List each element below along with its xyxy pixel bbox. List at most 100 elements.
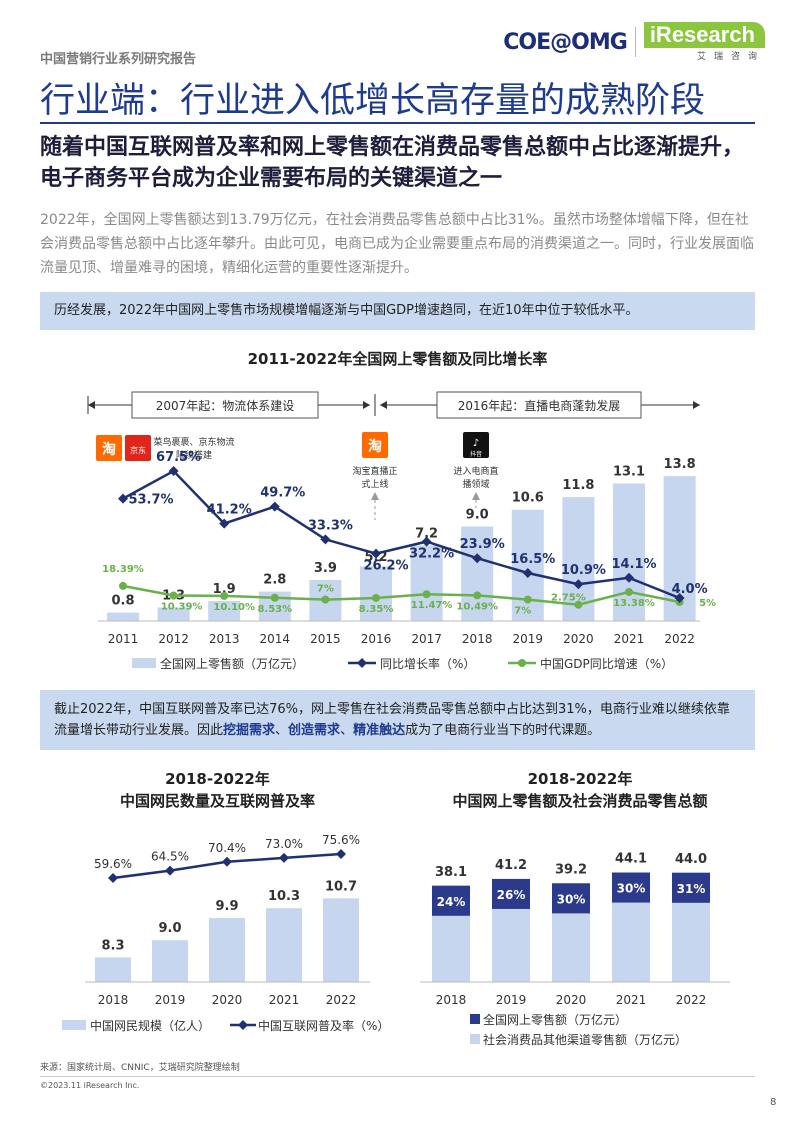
chart1-gdp-point-2016 <box>372 593 380 602</box>
chart1-gdp-point-2015 <box>321 595 330 604</box>
chart2-bar-2019 <box>152 940 188 982</box>
logistics-note-line1: 菜鸟裹裹、京东物流 <box>153 436 234 448</box>
chart1-growth-label-2016: 26.2% <box>363 559 408 574</box>
report-series-label: 中国营销行业系列研究报告 <box>40 52 197 67</box>
period1-arrow-right <box>363 401 370 409</box>
box2-sep-2: 、 <box>340 723 354 738</box>
chart1-bar-2013 <box>208 601 241 621</box>
chart2-svg: 8.3 9.0 9.9 10.3 10.7 59.6% 64.5% 70.4% 73.0% 75… <box>62 833 389 1033</box>
chart1-x-label-2015: 2015 <box>310 632 341 646</box>
chart2-bar-2021 <box>266 908 302 982</box>
chart1-bar-2016 <box>360 566 392 621</box>
chart2-legend: 中国网民规模（亿人） 中国互联网普及率（%） <box>62 1018 389 1033</box>
chart2-x-labels: 2018 2019 2020 2021 2022 <box>98 993 357 1007</box>
chart1-growth-label-2011: 53.7% <box>128 493 173 508</box>
box2-sep-1: 、 <box>275 723 289 738</box>
coe-omg-logo: COE@OMG <box>503 29 628 55</box>
period1-label: 2007年起：物流体系建设 <box>156 399 295 413</box>
legend3-other-swatch <box>470 1034 480 1044</box>
chart1-gdp-label-2013: 10.10% <box>213 602 255 613</box>
legend2-line-marker <box>238 1020 248 1030</box>
taobao-icon <box>96 435 122 461</box>
summary-box-1: 历经发展，2022年中国网上零售市场规模增幅逐渐与中国GDP增速趋同，在近10年… <box>40 292 755 330</box>
chart1-bar-2012 <box>157 607 190 621</box>
chart1-growth-label-2012: 67.5% <box>156 450 201 465</box>
chart1-growth-point-2022 <box>674 593 685 603</box>
chart1-bar-2018 <box>461 526 494 621</box>
legend2-bar-label: 中国网民规模（亿人） <box>90 1018 210 1033</box>
chart2-bar-label-2019: 9.0 <box>158 921 181 936</box>
chart2-line-label-2021: 73.0% <box>265 837 303 851</box>
intro-paragraph: 2022年，全国网上零售额达到13.79万亿元，在社会消费品零售总额中占比31%… <box>40 212 754 276</box>
copyright-note: ©2023.11 iResearch Inc. <box>40 1081 140 1090</box>
jd-icon-text: 京东 <box>130 445 146 455</box>
legend3-online-label: 全国网上零售额（万亿元） <box>483 1012 627 1027</box>
chart3-legend: 全国网上零售额（万亿元） 社会消费品其他渠道零售额（万亿元） <box>470 1012 687 1047</box>
chart1-growth-label-2015: 33.3% <box>308 518 353 533</box>
chart1-x-label-2020: 2020 <box>563 632 594 646</box>
chart1-x-label-2012: 2012 <box>158 632 189 646</box>
chart1-growth-point-2018 <box>472 553 483 564</box>
taobao-arrow-head <box>371 492 379 500</box>
chart3-bar-other-2020 <box>552 911 590 982</box>
chart3-x-label-2022: 2022 <box>676 993 707 1007</box>
chart3-share-label-2020: 30% <box>557 892 586 906</box>
chart1-bar-2021 <box>613 483 645 621</box>
taobao-note-line1: 淘宝直播正 <box>352 465 397 477</box>
douyin-icon <box>463 432 489 458</box>
chart1-x-labels: 2011 2012 2013 2014 2015 2016 2017 2018 2019 2020… <box>108 632 695 646</box>
chart3-x-label-2021: 2021 <box>616 993 647 1007</box>
chart1-bar-label-2011: 0.8 <box>111 594 134 609</box>
chart2-line-label-2019: 64.5% <box>151 850 189 864</box>
chart3-bar-other-2019 <box>492 906 530 982</box>
chart2-line-series: 59.6% 64.5% 70.4% 73.0% 75.6% <box>94 833 360 883</box>
douyin-note-line1: 进入电商直 <box>453 465 498 477</box>
chart1-gdp-label-2011: 18.39% <box>102 564 144 575</box>
chart2-line-point-2021 <box>279 852 289 863</box>
chart1-gdp-label-2022: 5% <box>699 598 716 609</box>
chart1-gdp-point-2012 <box>169 591 178 600</box>
legend3-online-swatch <box>470 1014 480 1024</box>
legend1-bar-swatch <box>132 658 156 668</box>
summary-box-2: 截止2022年，中国互联网普及率已达76%，网上零售在社会消费品零售总额中占比达… <box>40 690 755 750</box>
legend2-bar-swatch <box>62 1020 86 1030</box>
chart1-gdp-label-2015: 7% <box>317 584 334 595</box>
chart1-bar-2017 <box>410 545 443 621</box>
chart2-bar-label-2018: 8.3 <box>101 938 124 953</box>
chart2-x-label-2019: 2019 <box>155 993 186 1007</box>
taobao-live-icon <box>362 432 388 458</box>
box2-highlight-2: 创造需求 <box>288 723 341 738</box>
chart1-growth-label-2013: 41.2% <box>207 503 252 518</box>
chart1-x-label-2016: 2016 <box>361 632 392 646</box>
chart1-x-label-2018: 2018 <box>462 632 493 646</box>
chart1-gdp-point-2011 <box>119 581 127 590</box>
chart2-line-point-2019 <box>165 865 175 876</box>
chart1-bar-label-2018: 9.0 <box>466 508 489 523</box>
chart3-total-label-2019: 41.2 <box>495 858 527 873</box>
chart1-bar-label-2021: 13.1 <box>613 464 645 479</box>
chart1-growth-label-2014: 49.7% <box>260 486 305 501</box>
taobao-note-line2: 式上线 <box>361 478 388 490</box>
chart2-x-label-2018: 2018 <box>98 993 129 1007</box>
chart2-line-point-2022 <box>336 849 346 859</box>
chart2-bar-2022 <box>323 898 359 982</box>
chart2-x-label-2020: 2020 <box>212 993 243 1007</box>
douyin-note-mark: ♪ <box>473 438 479 449</box>
chart3-bar-online-top-2018 <box>432 885 470 916</box>
chart2-title: 2018-2022年 中国网民数量及互联网普及率 <box>40 768 395 812</box>
chart1-gdp-label-2019: 7% <box>514 606 531 617</box>
chart2-line-label-2022: 75.6% <box>322 833 360 847</box>
chart1-bar-2011 <box>107 612 139 621</box>
chart1-growth-series: 53.7% 67.5% 41.2% 49.7% 33.3% 26.2%32.2% 23.9%… <box>118 450 708 603</box>
chart1-growth-point-2021 <box>624 572 634 583</box>
event-annotations: 淘 京东 菜鸟裹裹、京东物流 陆续搭建 淘 淘宝直播正 式上线 ♪ 抖音 进入电… <box>96 432 499 520</box>
chart3-total-label-2020: 39.2 <box>555 862 587 877</box>
chart1-growth-label-2017: 32.2% <box>409 547 454 562</box>
period2-arrow-left <box>380 401 387 409</box>
chart3-bars: 24% 38.1 26% 41.2 30% 39.2 30% 44.1 31% 44.0 <box>432 852 710 982</box>
chart1-gdp-label-2016: 8.35% <box>359 604 394 615</box>
chart3-title: 2018-2022年 中国网上零售额及社会消费品零售总额 <box>400 768 760 812</box>
logo-divider <box>634 27 636 57</box>
chart2-line-point-2020 <box>222 856 232 867</box>
chart1-gdp-point-2021 <box>625 587 633 596</box>
